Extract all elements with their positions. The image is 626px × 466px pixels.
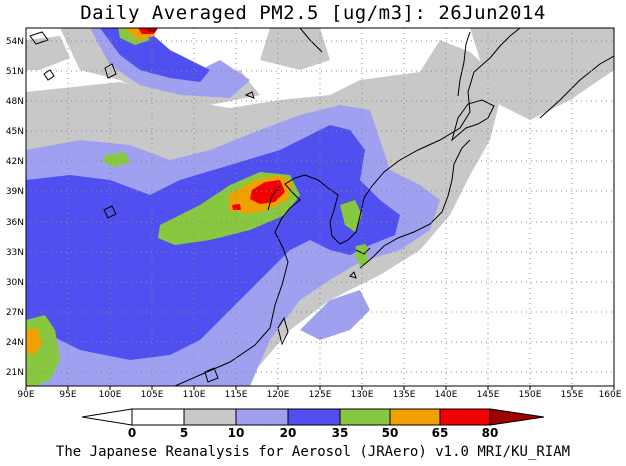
pm25-field: [26, 28, 614, 386]
colorbar-labels: 0 5 10 20 35 50 65 80: [128, 426, 499, 440]
lat-tick-label: 45N: [6, 127, 24, 137]
colorbar-swatch: [183, 408, 237, 426]
lat-tick-label: 27N: [6, 308, 24, 318]
map-title: Daily Averaged PM2.5 [ug/m3]: 26Jun2014: [80, 2, 546, 24]
lon-tick-label: 140E: [435, 390, 458, 400]
colorbar-label: 5: [180, 426, 188, 440]
lat-tick-label: 42N: [6, 157, 24, 167]
colorbar-label: 0: [128, 426, 136, 440]
lat-tick-label: 24N: [6, 338, 24, 348]
colorbar-label: 50: [382, 426, 399, 440]
lon-tick-label: 110E: [183, 390, 206, 400]
level-80-plus: [147, 28, 158, 32]
colorbar: [81, 408, 545, 426]
colorbar-swatch: [235, 408, 289, 426]
colorbar-low-arrow: [81, 408, 133, 426]
lon-tick-label: 160E: [599, 390, 622, 400]
coastlines: [29, 28, 614, 386]
colorbar-label: 35: [332, 426, 349, 440]
colorbar-swatch: [339, 408, 391, 426]
lat-tick-label: 36N: [6, 218, 24, 228]
lon-tick-label: 90E: [17, 390, 34, 400]
lon-tick-label: 145E: [477, 390, 500, 400]
tick-marks: [25, 386, 615, 390]
colorbar-label: 80: [482, 426, 499, 440]
lat-tick-label: 48N: [6, 97, 24, 107]
lon-tick-label: 115E: [225, 390, 248, 400]
colorbar-swatch: [131, 408, 185, 426]
colorbar-label: 20: [280, 426, 297, 440]
lon-tick-label: 100E: [99, 390, 122, 400]
colorbar-high-arrow: [489, 408, 545, 426]
colorbar-label: 10: [228, 426, 245, 440]
lon-tick-label: 120E: [267, 390, 290, 400]
map-grid: [26, 28, 614, 386]
level-20-35: [26, 28, 400, 360]
lat-tick-label: 54N: [6, 37, 24, 47]
lon-tick-label: 155E: [561, 390, 584, 400]
lon-tick-label: 95E: [59, 390, 76, 400]
lat-tick-label: 21N: [6, 368, 24, 378]
colorbar-swatch: [389, 408, 441, 426]
lat-tick-label: 51N: [6, 67, 24, 77]
lon-tick-label: 150E: [519, 390, 542, 400]
lon-tick-label: 105E: [141, 390, 164, 400]
lon-tick-label: 130E: [351, 390, 374, 400]
lat-tick-labels: 54N 51N 48N 45N 42N 39N 36N 33N 30N 27N …: [6, 37, 24, 378]
lon-tick-labels: 90E 95E 100E 105E 110E 115E 120E 125E 13…: [17, 390, 621, 400]
lat-tick-label: 30N: [6, 278, 24, 288]
lat-tick-label: 33N: [6, 248, 24, 258]
colorbar-label: 65: [432, 426, 449, 440]
lat-tick-label: 39N: [6, 187, 24, 197]
lon-tick-label: 125E: [309, 390, 332, 400]
colorbar-swatch: [439, 408, 491, 426]
footer-credit: The Japanese Reanalysis for Aerosol (JRA…: [55, 444, 571, 460]
lon-tick-label: 135E: [393, 390, 416, 400]
colorbar-swatch: [287, 408, 341, 426]
